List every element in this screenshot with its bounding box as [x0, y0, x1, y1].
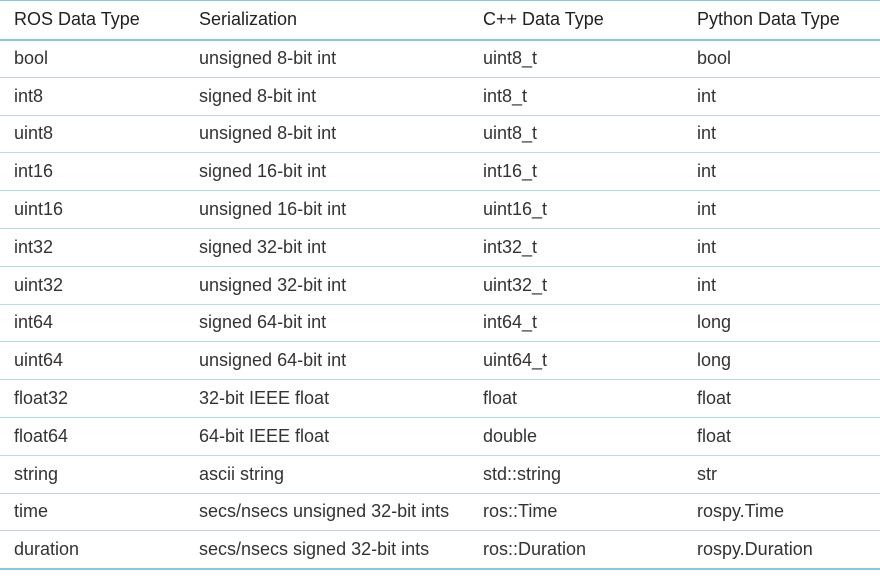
header-ros-data-type: ROS Data Type	[0, 0, 199, 41]
table-row: uint64 unsigned 64-bit int uint64_t long	[0, 341, 880, 381]
header-python-data-type: Python Data Type	[697, 0, 880, 41]
python-data-type-cell: int	[697, 190, 880, 229]
serialization-cell: 32-bit IEEE float	[199, 379, 483, 418]
table-row: int64 signed 64-bit int int64_t long	[0, 304, 880, 343]
table-row: time secs/nsecs unsigned 32-bit ints ros::…	[0, 493, 880, 532]
python-data-type-cell: long	[697, 304, 880, 343]
python-data-type-cell: rospy.Duration	[697, 530, 880, 570]
header-serialization: Serialization	[199, 0, 483, 41]
serialization-cell: unsigned 8-bit int	[199, 115, 483, 154]
serialization-cell: ascii string	[199, 455, 483, 494]
cpp-data-type-cell: ros::Duration	[483, 530, 697, 570]
python-data-type-cell: int	[697, 152, 880, 192]
serialization-cell: 64-bit IEEE float	[199, 417, 483, 456]
python-data-type-cell: float	[697, 417, 880, 456]
cpp-data-type-cell: float	[483, 379, 697, 418]
cpp-data-type-cell: ros::Time	[483, 493, 697, 532]
cpp-data-type-cell: uint8_t	[483, 115, 697, 154]
cpp-data-type-cell: int8_t	[483, 77, 697, 116]
cpp-data-type-cell: int16_t	[483, 152, 697, 192]
python-data-type-cell: str	[697, 455, 880, 494]
python-data-type-cell: long	[697, 341, 880, 381]
table-row: bool unsigned 8-bit int uint8_t bool	[0, 39, 880, 78]
cpp-data-type-cell: int64_t	[483, 304, 697, 343]
cpp-data-type-cell: uint64_t	[483, 341, 697, 381]
table-header: ROS Data Type Serialization C++ Data Typ…	[0, 0, 880, 41]
cpp-data-type-cell: std::string	[483, 455, 697, 494]
python-data-type-cell: int	[697, 266, 880, 305]
table-row: duration secs/nsecs signed 32-bit ints ros…	[0, 530, 880, 570]
ros-data-type-cell: string	[0, 455, 199, 494]
table-row: uint16 unsigned 16-bit int uint16_t int	[0, 190, 880, 229]
header-cpp-data-type: C++ Data Type	[483, 0, 697, 41]
serialization-cell: secs/nsecs signed 32-bit ints	[199, 530, 483, 570]
ros-data-type-cell: time	[0, 493, 199, 532]
ros-data-type-cell: uint64	[0, 341, 199, 381]
serialization-cell: unsigned 8-bit int	[199, 39, 483, 78]
python-data-type-cell: int	[697, 228, 880, 267]
ros-data-type-cell: uint16	[0, 190, 199, 229]
python-data-type-cell: rospy.Time	[697, 493, 880, 532]
ros-data-type-cell: duration	[0, 530, 199, 570]
ros-data-type-cell: int64	[0, 304, 199, 343]
table-body: bool unsigned 8-bit int uint8_t bool int8 sig…	[0, 39, 880, 570]
python-data-type-cell: int	[697, 115, 880, 154]
table-row: int16 signed 16-bit int int16_t int	[0, 152, 880, 192]
python-data-type-cell: int	[697, 77, 880, 116]
serialization-cell: signed 16-bit int	[199, 152, 483, 192]
table-row: float64 64-bit IEEE float double float	[0, 417, 880, 456]
ros-data-type-cell: uint8	[0, 115, 199, 154]
cpp-data-type-cell: uint32_t	[483, 266, 697, 305]
ros-data-type-cell: int8	[0, 77, 199, 116]
ros-data-type-cell: uint32	[0, 266, 199, 305]
ros-data-type-cell: int32	[0, 228, 199, 267]
table-row: float32 32-bit IEEE float float float	[0, 379, 880, 418]
serialization-cell: signed 8-bit int	[199, 77, 483, 116]
cpp-data-type-cell: uint8_t	[483, 39, 697, 78]
serialization-cell: unsigned 16-bit int	[199, 190, 483, 229]
ros-data-type-cell: bool	[0, 39, 199, 78]
ros-data-type-cell: float32	[0, 379, 199, 418]
ros-data-type-cell: int16	[0, 152, 199, 192]
ros-data-type-cell: float64	[0, 417, 199, 456]
serialization-cell: unsigned 64-bit int	[199, 341, 483, 381]
python-data-type-cell: bool	[697, 39, 880, 78]
serialization-cell: unsigned 32-bit int	[199, 266, 483, 305]
header-row: ROS Data Type Serialization C++ Data Typ…	[0, 0, 880, 41]
table-row: string ascii string std::string str	[0, 455, 880, 494]
cpp-data-type-cell: int32_t	[483, 228, 697, 267]
python-data-type-cell: float	[697, 379, 880, 418]
table-row: int32 signed 32-bit int int32_t int	[0, 228, 880, 267]
serialization-cell: secs/nsecs unsigned 32-bit ints	[199, 493, 483, 532]
table-row: uint8 unsigned 8-bit int uint8_t int	[0, 115, 880, 154]
cpp-data-type-cell: uint16_t	[483, 190, 697, 229]
cpp-data-type-cell: double	[483, 417, 697, 456]
serialization-cell: signed 32-bit int	[199, 228, 483, 267]
table-row: int8 signed 8-bit int int8_t int	[0, 77, 880, 116]
serialization-cell: signed 64-bit int	[199, 304, 483, 343]
table-row: uint32 unsigned 32-bit int uint32_t int	[0, 266, 880, 305]
